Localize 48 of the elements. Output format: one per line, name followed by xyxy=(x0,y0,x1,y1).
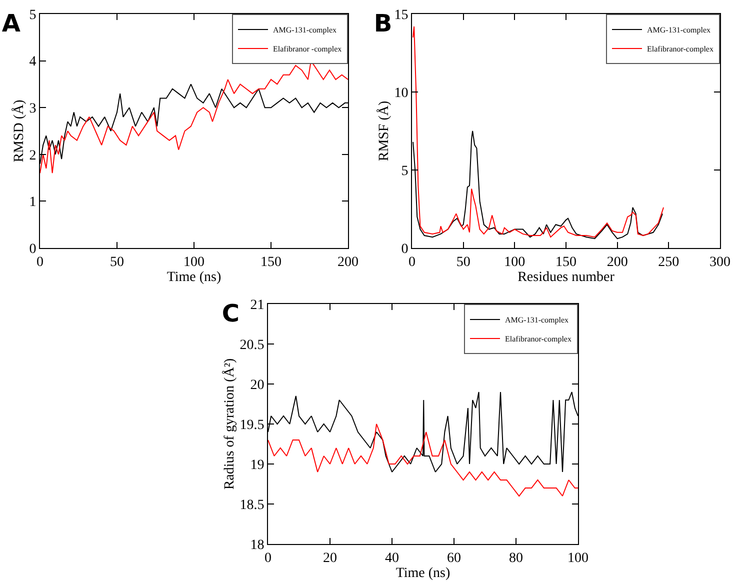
y-tick-label: 19.5 xyxy=(240,418,264,433)
legend-label: AMG-131-complex xyxy=(273,26,337,35)
legend-label: AMG-131-complex xyxy=(505,316,569,325)
legend-label: Elafibranor-complex xyxy=(647,44,714,54)
x-axis-title: Time (ns) xyxy=(166,270,222,286)
x-tick-label: 80 xyxy=(509,550,523,566)
y-tick-label: 5 xyxy=(401,164,408,179)
legend-label: AMG-131-complex xyxy=(647,26,711,35)
y-axis-title: Radius of gyration (Å²) xyxy=(221,358,238,490)
y-tick-label: 2 xyxy=(29,148,36,164)
legend-label: Elafibranor -complex xyxy=(273,44,342,54)
y-axis-title: RMSD (Å) xyxy=(10,99,27,162)
x-tick-label: 100 xyxy=(568,550,588,566)
y-tick-label: 20 xyxy=(250,378,264,393)
y-tick-label: 4 xyxy=(29,54,36,70)
y-tick-label: 1 xyxy=(29,195,36,210)
line-series xyxy=(268,424,578,496)
x-tick-label: 40 xyxy=(385,550,399,566)
y-tick-label: 20.5 xyxy=(240,338,264,353)
x-tick-label: 20 xyxy=(323,550,337,566)
x-axis-title: Residues number xyxy=(518,270,615,286)
x-tick-label: 60 xyxy=(447,550,461,566)
y-axis-title: RMSF (Å) xyxy=(376,100,392,162)
x-tick-label: 300 xyxy=(710,254,730,270)
x-tick-label: 100 xyxy=(504,254,526,270)
legend-label: Elafibranor-complex xyxy=(505,334,572,344)
x-tick-label: 200 xyxy=(606,254,628,270)
x-tick-label: 250 xyxy=(658,254,680,270)
x-tick-label: 150 xyxy=(260,254,282,270)
chart-title: C xyxy=(222,300,240,328)
y-tick-label: 10 xyxy=(394,86,408,101)
y-tick-label: 18 xyxy=(250,538,264,553)
x-tick-label: 150 xyxy=(556,254,576,270)
y-tick-label: 19 xyxy=(250,458,264,473)
x-tick-label: 200 xyxy=(338,254,358,270)
y-tick-label: 0 xyxy=(401,242,408,257)
y-tick-label: 15 xyxy=(394,8,408,23)
x-tick-label: 50 xyxy=(456,254,470,270)
x-tick-label: 100 xyxy=(184,254,204,270)
y-tick-label: 0 xyxy=(29,242,36,257)
y-tick-label: 3 xyxy=(29,102,36,116)
x-tick-label: 50 xyxy=(110,254,124,270)
x-axis-title: Time (ns) xyxy=(396,566,450,582)
y-tick-label: 5 xyxy=(29,8,36,23)
y-tick-label: 21 xyxy=(250,298,264,313)
y-tick-label: 18.5 xyxy=(240,498,264,513)
chart-title: B xyxy=(374,9,392,38)
chart-title: A xyxy=(2,9,21,38)
